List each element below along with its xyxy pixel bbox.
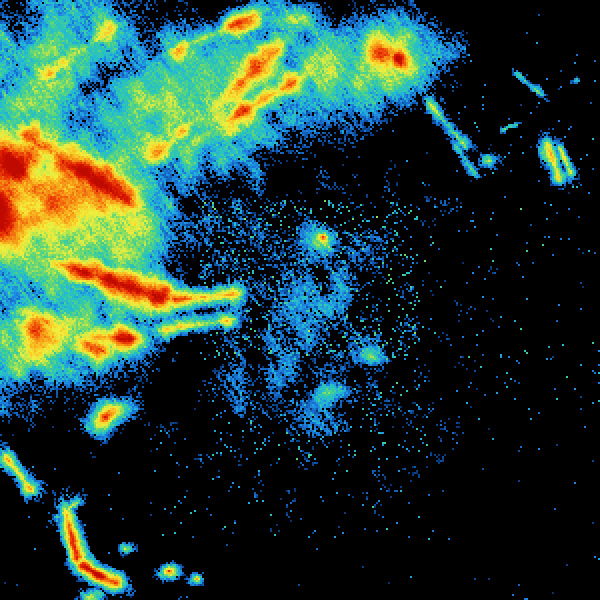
radar-reflectivity-canvas [0, 0, 600, 600]
radar-image-view: Weather Radar Reflectivity Composite Pix… [0, 0, 600, 600]
